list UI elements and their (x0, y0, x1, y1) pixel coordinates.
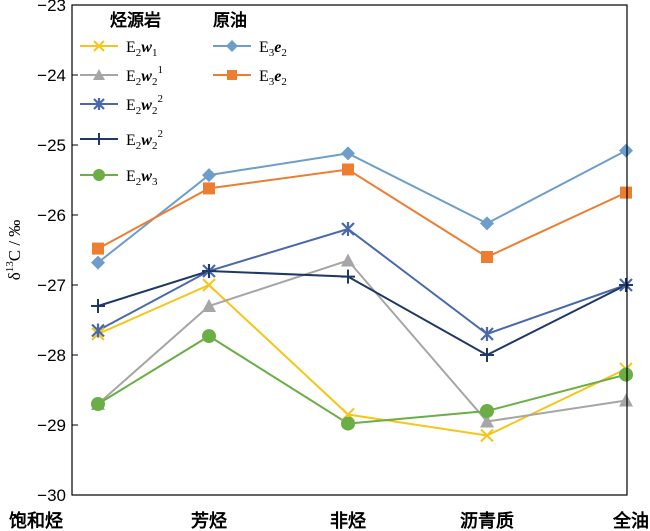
y-tick-label: −26 (37, 206, 66, 225)
legend-label: E2w3 (126, 168, 158, 188)
series-line (97, 334, 627, 425)
x-category-label: 饱和烃 (9, 510, 63, 531)
data-point-x (93, 40, 105, 52)
data-point-plus (93, 133, 105, 145)
data-point-x (202, 278, 216, 292)
data-point-triangle (619, 393, 633, 407)
data-point-star (480, 327, 494, 341)
y-tick-label: −24 (37, 66, 66, 85)
x-category-label: 沥青质 (460, 511, 514, 531)
legend-heading-source-rock: 烃源岩 (110, 10, 161, 31)
data-point-diamond (341, 146, 355, 161)
legend-label: E2w22 (126, 128, 163, 152)
data-point-circle (91, 397, 105, 411)
data-point-plus (202, 264, 216, 278)
legend-label: E2w21 (126, 64, 163, 88)
legend-label: E3e2 (259, 39, 287, 59)
data-point-square (620, 186, 632, 199)
series-markers (91, 143, 633, 443)
legend-label: E2w1 (126, 39, 157, 59)
legend: 烃源岩 原油 E2w1 E2w21 E2w22 E2w22 E2w3 E3e2 E3e2 (80, 10, 287, 188)
data-point-square (481, 251, 493, 263)
data-point-circle (619, 367, 633, 382)
y-tick-label: −23 (37, 0, 66, 15)
y-axis-label: δ13C / ‰ (4, 220, 24, 281)
data-point-triangle (93, 69, 105, 80)
legend-heading-crude-oil: 原油 (213, 10, 247, 31)
data-point-square (203, 182, 215, 195)
data-point-triangle (480, 414, 494, 428)
data-point-circle (202, 329, 216, 344)
data-point-circle (480, 404, 494, 418)
data-point-triangle (202, 299, 216, 312)
data-point-star (93, 98, 105, 110)
legend-label: E3e2 (259, 68, 287, 88)
data-point-diamond (91, 255, 105, 270)
data-point-diamond (202, 168, 216, 183)
data-point-triangle (341, 253, 355, 267)
data-point-plus (91, 299, 105, 313)
x-category-label: 全油 (612, 510, 649, 531)
data-point-circle (341, 416, 355, 431)
data-point-star (91, 323, 105, 338)
y-tick-label: −27 (37, 276, 66, 295)
y-tick-label: −25 (37, 136, 66, 155)
plot-frame (71, 4, 628, 496)
y-tick-label: −29 (37, 416, 66, 435)
x-axis-labels: 饱和烃 芳烃 非烃 沥青质 全油 (9, 510, 649, 531)
data-point-diamond (619, 143, 633, 158)
data-point-diamond (226, 40, 238, 52)
data-point-x (480, 428, 494, 443)
series-lines (97, 149, 627, 437)
series-line (97, 168, 627, 259)
y-tick-label: −28 (37, 346, 66, 365)
x-category-label: 非烃 (330, 510, 366, 531)
data-point-star (341, 222, 355, 236)
data-point-square (342, 163, 354, 176)
data-point-plus (341, 269, 355, 284)
y-axis-ticks: −23 −24 −25 −26 −27 −28 −29 −30 (37, 0, 78, 505)
legend-label: E2w22 (126, 93, 163, 117)
data-point-diamond (480, 216, 494, 231)
data-point-circle (93, 169, 105, 181)
data-point-square (92, 242, 104, 255)
data-point-square (227, 70, 237, 80)
data-point-plus (480, 348, 494, 362)
data-point-plus (619, 278, 633, 292)
y-tick-label: −30 (37, 486, 66, 505)
x-category-label: 芳烃 (191, 510, 227, 531)
